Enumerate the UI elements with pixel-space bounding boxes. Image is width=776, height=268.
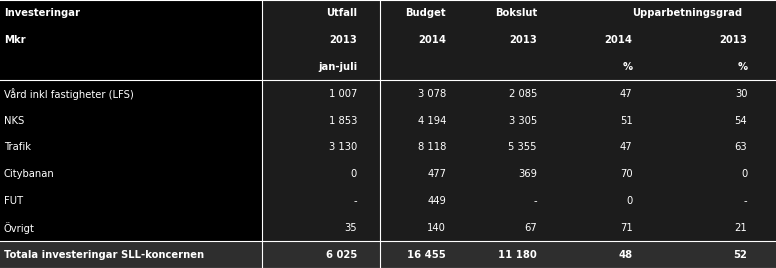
Text: 21: 21 bbox=[735, 223, 747, 233]
Text: -: - bbox=[533, 196, 537, 206]
Text: 4 194: 4 194 bbox=[417, 116, 446, 126]
Text: 449: 449 bbox=[428, 196, 446, 206]
Text: 2014: 2014 bbox=[605, 35, 632, 45]
FancyBboxPatch shape bbox=[380, 0, 776, 268]
Text: 0: 0 bbox=[626, 196, 632, 206]
Text: 16 455: 16 455 bbox=[407, 250, 446, 260]
Text: 71: 71 bbox=[620, 223, 632, 233]
Text: 2013: 2013 bbox=[719, 35, 747, 45]
Text: Mkr: Mkr bbox=[4, 35, 26, 45]
Text: 0: 0 bbox=[741, 169, 747, 179]
Text: 140: 140 bbox=[428, 223, 446, 233]
Text: %: % bbox=[622, 62, 632, 72]
Text: 2 085: 2 085 bbox=[508, 89, 537, 99]
Text: -: - bbox=[353, 196, 357, 206]
Text: 3 078: 3 078 bbox=[418, 89, 446, 99]
Text: 67: 67 bbox=[525, 223, 537, 233]
Text: 5 355: 5 355 bbox=[508, 142, 537, 152]
Text: 2013: 2013 bbox=[509, 35, 537, 45]
Text: jan-juli: jan-juli bbox=[318, 62, 357, 72]
Text: 30: 30 bbox=[735, 89, 747, 99]
Text: Vård inkl fastigheter (LFS): Vård inkl fastigheter (LFS) bbox=[4, 88, 133, 100]
Text: Investeringar: Investeringar bbox=[4, 8, 80, 18]
Text: NKS: NKS bbox=[4, 116, 24, 126]
Text: Utfall: Utfall bbox=[326, 8, 357, 18]
Text: 6 025: 6 025 bbox=[326, 250, 357, 260]
Text: 2013: 2013 bbox=[329, 35, 357, 45]
Text: 52: 52 bbox=[733, 250, 747, 260]
Text: %: % bbox=[737, 62, 747, 72]
Text: -: - bbox=[743, 196, 747, 206]
Text: 3 130: 3 130 bbox=[329, 142, 357, 152]
Text: 35: 35 bbox=[345, 223, 357, 233]
Text: Upparbetningsgrad: Upparbetningsgrad bbox=[632, 8, 743, 18]
Text: 2014: 2014 bbox=[418, 35, 446, 45]
Text: Övrigt: Övrigt bbox=[4, 222, 35, 234]
Text: 1 853: 1 853 bbox=[328, 116, 357, 126]
Text: Totala investeringar SLL-koncernen: Totala investeringar SLL-koncernen bbox=[4, 250, 204, 260]
Text: Budget: Budget bbox=[406, 8, 446, 18]
Text: 0: 0 bbox=[351, 169, 357, 179]
Text: 48: 48 bbox=[618, 250, 632, 260]
Text: Trafik: Trafik bbox=[4, 142, 31, 152]
Text: 54: 54 bbox=[735, 116, 747, 126]
Text: Bokslut: Bokslut bbox=[495, 8, 537, 18]
Text: 1 007: 1 007 bbox=[328, 89, 357, 99]
Text: 51: 51 bbox=[620, 116, 632, 126]
Text: 70: 70 bbox=[620, 169, 632, 179]
Text: FUT: FUT bbox=[4, 196, 23, 206]
FancyBboxPatch shape bbox=[262, 0, 380, 268]
FancyBboxPatch shape bbox=[0, 241, 776, 268]
Text: 63: 63 bbox=[735, 142, 747, 152]
Text: Citybanan: Citybanan bbox=[4, 169, 54, 179]
Text: 47: 47 bbox=[620, 89, 632, 99]
Text: 11 180: 11 180 bbox=[498, 250, 537, 260]
Text: 3 305: 3 305 bbox=[509, 116, 537, 126]
Text: 47: 47 bbox=[620, 142, 632, 152]
Text: 369: 369 bbox=[518, 169, 537, 179]
Text: 477: 477 bbox=[428, 169, 446, 179]
Text: 8 118: 8 118 bbox=[417, 142, 446, 152]
